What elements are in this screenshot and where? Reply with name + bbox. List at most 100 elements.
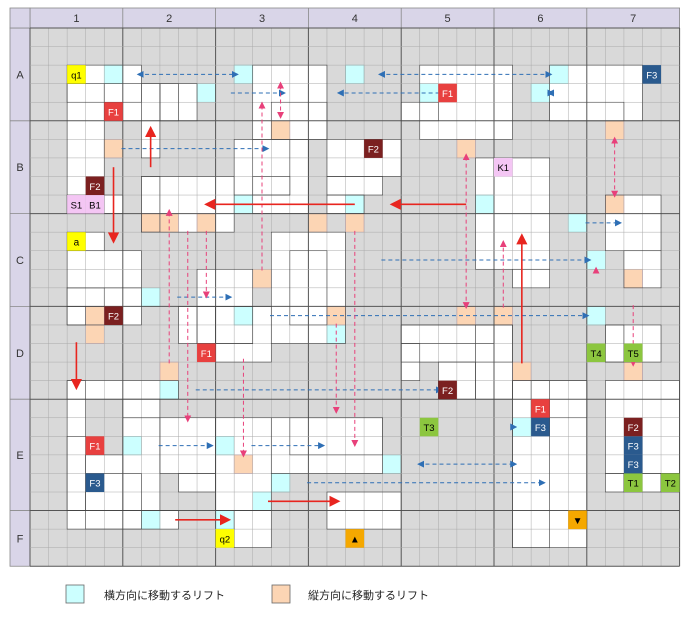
corner-cell (9, 7, 31, 29)
marker-text: q2 (220, 534, 231, 545)
horizontal-lift (196, 83, 216, 103)
vertical-lift (85, 306, 105, 326)
marker-s1: S1 (67, 195, 86, 214)
marker-text: ▲ (350, 534, 360, 545)
marker-cell (104, 306, 123, 325)
marker-f2-e7: F2 (623, 417, 643, 437)
marker-cell (364, 139, 383, 158)
marker-f2-b4: F2 (364, 139, 383, 158)
wall-outline (66, 306, 86, 326)
wall-outline (400, 101, 439, 122)
marker-f1-e1: F1 (85, 436, 105, 455)
marker-text: T1 (628, 479, 639, 490)
marker-text: T4 (591, 349, 602, 360)
marker-text: B1 (89, 200, 101, 211)
wall-outline (85, 473, 142, 530)
marker-cell (85, 195, 105, 214)
horizontal-lift (215, 436, 235, 456)
marker-cell (67, 65, 86, 84)
marker-t2: T2 (661, 473, 680, 492)
column-label: 7 (630, 13, 636, 25)
horizontal-lift (586, 250, 606, 270)
horizontal-lift (586, 306, 606, 326)
marker-text: F1 (89, 442, 100, 453)
horizontal-lift (103, 64, 124, 84)
marker-cell (67, 195, 86, 214)
marker-f1-a5: F1 (438, 83, 457, 103)
wall-outline (141, 176, 161, 233)
marker-f3-a7: F3 (642, 65, 662, 84)
marker-cell (642, 65, 662, 84)
marker-f3-e7b: F3 (623, 454, 643, 474)
wall-outline (196, 306, 254, 344)
row-label: D (16, 348, 24, 360)
floor-block (326, 176, 383, 196)
wall-outline (289, 417, 383, 456)
vertical-lift-legend-label: 縦方向に移動するリフト (308, 588, 429, 602)
marker-t3: T3 (419, 417, 439, 437)
column-label: 5 (445, 13, 451, 25)
marker-text: F1 (535, 404, 546, 415)
vertical-lift (159, 361, 179, 381)
marker-text: a (74, 237, 80, 248)
horizontal-lift (549, 64, 569, 84)
wall-outline (400, 343, 421, 381)
marker-text: F2 (368, 145, 379, 156)
marker-text: F2 (89, 182, 100, 193)
marker-cell (568, 510, 587, 530)
marker-text: F1 (108, 108, 119, 119)
marker-text: F3 (535, 423, 546, 434)
marker-cell (623, 436, 643, 455)
marker-k1: K1 (494, 157, 513, 177)
marker-cell (419, 417, 439, 437)
horizontal-lift (345, 64, 365, 84)
row-label: B (16, 162, 23, 174)
marker-text: K1 (497, 163, 509, 174)
map-markers: q1 q2 a S1 B1 K1 F1 F1 F1 F1 F1 F2 F2 F2 F2 F2 F3 F3 F3 F3 F… (67, 65, 680, 548)
horizontal-lift (159, 380, 179, 400)
marker-cell (623, 417, 643, 437)
horizontal-lift (530, 83, 550, 103)
horizontal-lift (122, 436, 142, 456)
floor-block (67, 306, 86, 325)
marker-text: T3 (423, 423, 434, 434)
marker-text: F3 (628, 442, 639, 453)
marker-cell (623, 473, 643, 492)
marker-cell (67, 232, 86, 251)
wall-outline (512, 268, 550, 289)
wall-outline (159, 83, 179, 122)
vertical-lift (270, 120, 291, 140)
marker-f2-b1: F2 (85, 176, 105, 196)
column-label: 6 (537, 13, 543, 25)
wall-outline (270, 231, 346, 344)
marker-f3-e7a: F3 (623, 436, 643, 455)
marker-text: F2 (442, 386, 453, 397)
marker-cell (586, 343, 606, 363)
marker-text: q1 (71, 70, 82, 81)
vertical-lift (456, 139, 476, 159)
vertical-lift (141, 213, 161, 233)
row-header-bar (9, 27, 31, 567)
marker-f1-a2: F1 (104, 102, 123, 121)
marker-cell (531, 399, 550, 418)
row-label: A (16, 69, 24, 81)
vertical-lift (623, 268, 643, 289)
marker-t4: T4 (586, 343, 606, 363)
marker-text: S1 (71, 200, 83, 211)
horizontal-lift (567, 213, 588, 233)
vertical-lift (512, 361, 532, 381)
horizontal-lift-swatch (65, 584, 85, 604)
wall-outline (252, 176, 291, 196)
horizontal-lift (141, 287, 161, 307)
vertical-lift (233, 454, 254, 474)
marker-text: F3 (646, 70, 657, 81)
row-label: E (16, 450, 23, 462)
horizontal-lift (475, 194, 495, 214)
marker-text: T5 (628, 349, 639, 360)
marker-cell (215, 529, 235, 548)
marker-cell (345, 529, 365, 548)
marker-text: F3 (89, 479, 100, 490)
marker-q2: q2 (215, 529, 235, 548)
marker-cell (438, 380, 457, 400)
